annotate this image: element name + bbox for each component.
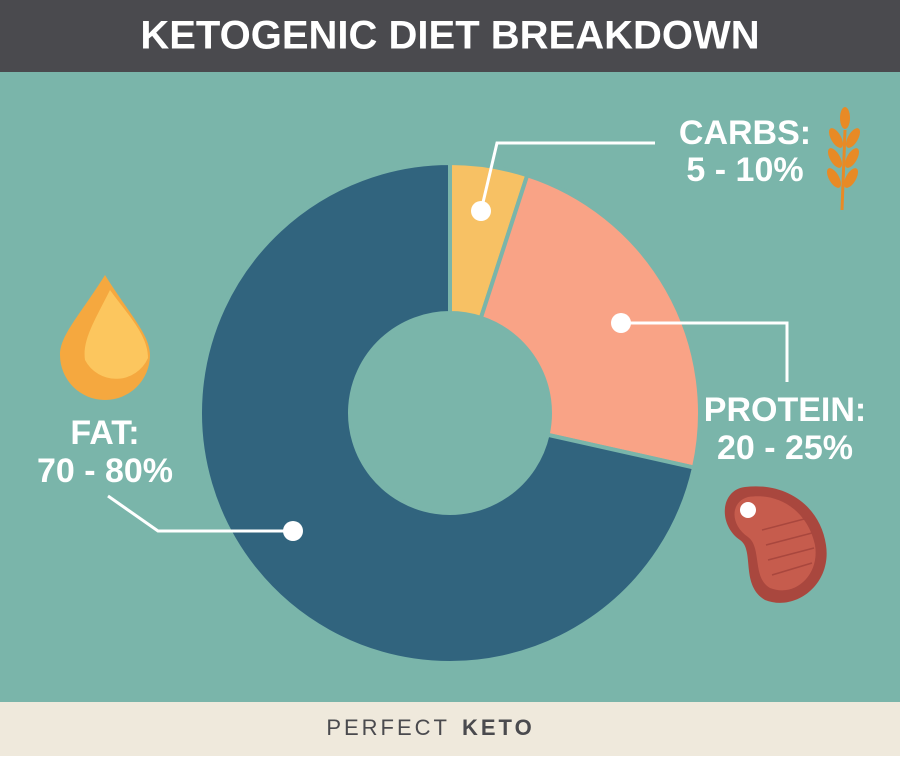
brand-bold: KETO xyxy=(462,715,535,740)
footer-bar xyxy=(0,702,900,756)
donut-slice xyxy=(478,172,702,470)
slice-label: CARBS: xyxy=(679,114,811,152)
slice-range: 5 - 10% xyxy=(686,151,803,189)
leader-dot xyxy=(471,201,491,221)
slice-label: PROTEIN: xyxy=(704,391,866,429)
leader-line xyxy=(479,141,655,212)
leader-line xyxy=(107,494,293,533)
leader-dot xyxy=(283,521,303,541)
title-bar xyxy=(0,0,900,72)
drop-icon xyxy=(60,275,150,400)
wheat-icon xyxy=(827,107,860,211)
leader-line xyxy=(621,321,789,382)
meat-icon xyxy=(724,486,827,603)
slice-range: 20 - 25% xyxy=(717,429,853,467)
brand: PERFECT xyxy=(326,715,450,740)
chart-title: KETOGENIC DIET BREAKDOWN xyxy=(140,14,759,58)
donut xyxy=(198,160,702,665)
donut-slice xyxy=(198,160,697,665)
slice-range: 70 - 80% xyxy=(37,452,173,490)
slice-label: FAT: xyxy=(70,414,139,452)
leader-dot xyxy=(611,313,631,333)
